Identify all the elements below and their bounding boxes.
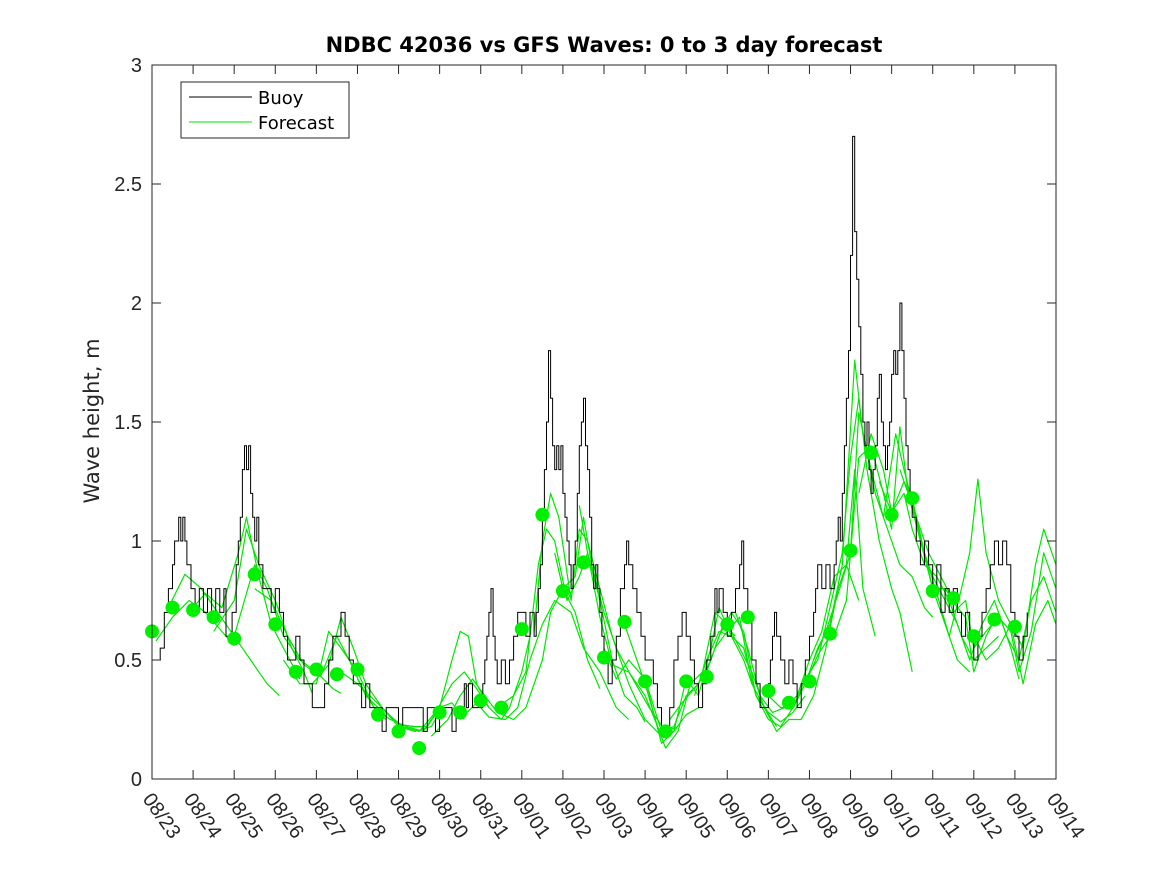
analysis-point bbox=[740, 610, 755, 625]
analysis-point bbox=[165, 600, 180, 615]
y-axis-ticks: 0 0.5 1 1.5 2 2.5 3 bbox=[114, 55, 1056, 791]
legend-box bbox=[180, 81, 350, 139]
analysis-point bbox=[699, 669, 714, 684]
forecast-series-line bbox=[188, 516, 301, 680]
analysis-point bbox=[884, 507, 899, 522]
analysis-point bbox=[268, 617, 283, 632]
forecast-series-line bbox=[833, 426, 971, 673]
analysis-point bbox=[391, 724, 406, 739]
analysis-point bbox=[186, 603, 201, 617]
legend-label-forecast: Forecast bbox=[258, 113, 334, 134]
analysis-point bbox=[576, 555, 591, 570]
analysis-point bbox=[843, 543, 858, 558]
analysis-point bbox=[597, 650, 611, 665]
forecast-series-line bbox=[430, 588, 601, 737]
forecast-series-line bbox=[385, 671, 490, 732]
analysis-point bbox=[925, 584, 940, 598]
analysis-point bbox=[823, 626, 837, 641]
analysis-point bbox=[432, 705, 447, 720]
analysis-point bbox=[535, 507, 550, 522]
analysis-point bbox=[864, 445, 879, 460]
analysis-point bbox=[802, 674, 817, 689]
analysis-point bbox=[679, 674, 694, 689]
analysis-point bbox=[227, 631, 242, 646]
analysis-point bbox=[966, 629, 981, 644]
analysis-point bbox=[638, 674, 653, 689]
y-tick-label: 0.5 bbox=[114, 650, 142, 672]
y-tick-label: 2 bbox=[131, 293, 142, 315]
forecast-series-line bbox=[669, 611, 806, 723]
analysis-point bbox=[720, 617, 735, 632]
analysis-markers bbox=[145, 445, 1022, 756]
forecast-series-line bbox=[459, 599, 630, 721]
buoy-line-group bbox=[152, 135, 1028, 732]
analysis-point bbox=[555, 584, 570, 598]
analysis-point bbox=[905, 491, 920, 506]
analysis-point bbox=[350, 662, 365, 677]
analysis-point bbox=[494, 700, 509, 715]
analysis-point bbox=[329, 667, 344, 682]
y-tick-label: 0 bbox=[131, 769, 142, 791]
analysis-point bbox=[617, 614, 632, 629]
forecast-series-line bbox=[923, 478, 1057, 649]
legend-label-buoy: Buoy bbox=[258, 88, 304, 109]
forecast-series-line bbox=[714, 564, 860, 732]
forecast-series-line bbox=[533, 492, 662, 737]
forecast-series-line bbox=[973, 599, 1057, 685]
y-tick-label: 3 bbox=[131, 55, 142, 77]
analysis-point bbox=[309, 662, 324, 677]
analysis-point bbox=[658, 724, 673, 739]
analysis-point bbox=[288, 664, 303, 679]
analysis-point bbox=[473, 693, 488, 708]
analysis-point bbox=[206, 610, 221, 625]
y-tick-label: 2.5 bbox=[114, 174, 142, 196]
analysis-point bbox=[514, 622, 529, 637]
analysis-point bbox=[761, 683, 776, 698]
y-tick-label: 1 bbox=[131, 531, 142, 553]
y-tick-label: 1.5 bbox=[114, 412, 142, 434]
y-axis-label: Wave height, m bbox=[80, 338, 104, 503]
forecast-series-line bbox=[644, 611, 778, 749]
analysis-point bbox=[781, 695, 796, 710]
analysis-point bbox=[946, 591, 961, 606]
analysis-point bbox=[247, 567, 262, 582]
analysis-point bbox=[371, 707, 385, 722]
analysis-point bbox=[412, 741, 427, 756]
forecast-series-line bbox=[340, 671, 441, 732]
chart-title: NDBC 42036 vs GFS Waves: 0 to 3 day fore… bbox=[326, 33, 883, 57]
analysis-point bbox=[453, 705, 468, 720]
buoy-series-line bbox=[152, 135, 1028, 732]
analysis-point bbox=[1007, 619, 1022, 634]
plot-area bbox=[152, 65, 1056, 779]
legend[interactable]: Buoy Forecast bbox=[180, 81, 350, 139]
analysis-point bbox=[987, 612, 1002, 627]
